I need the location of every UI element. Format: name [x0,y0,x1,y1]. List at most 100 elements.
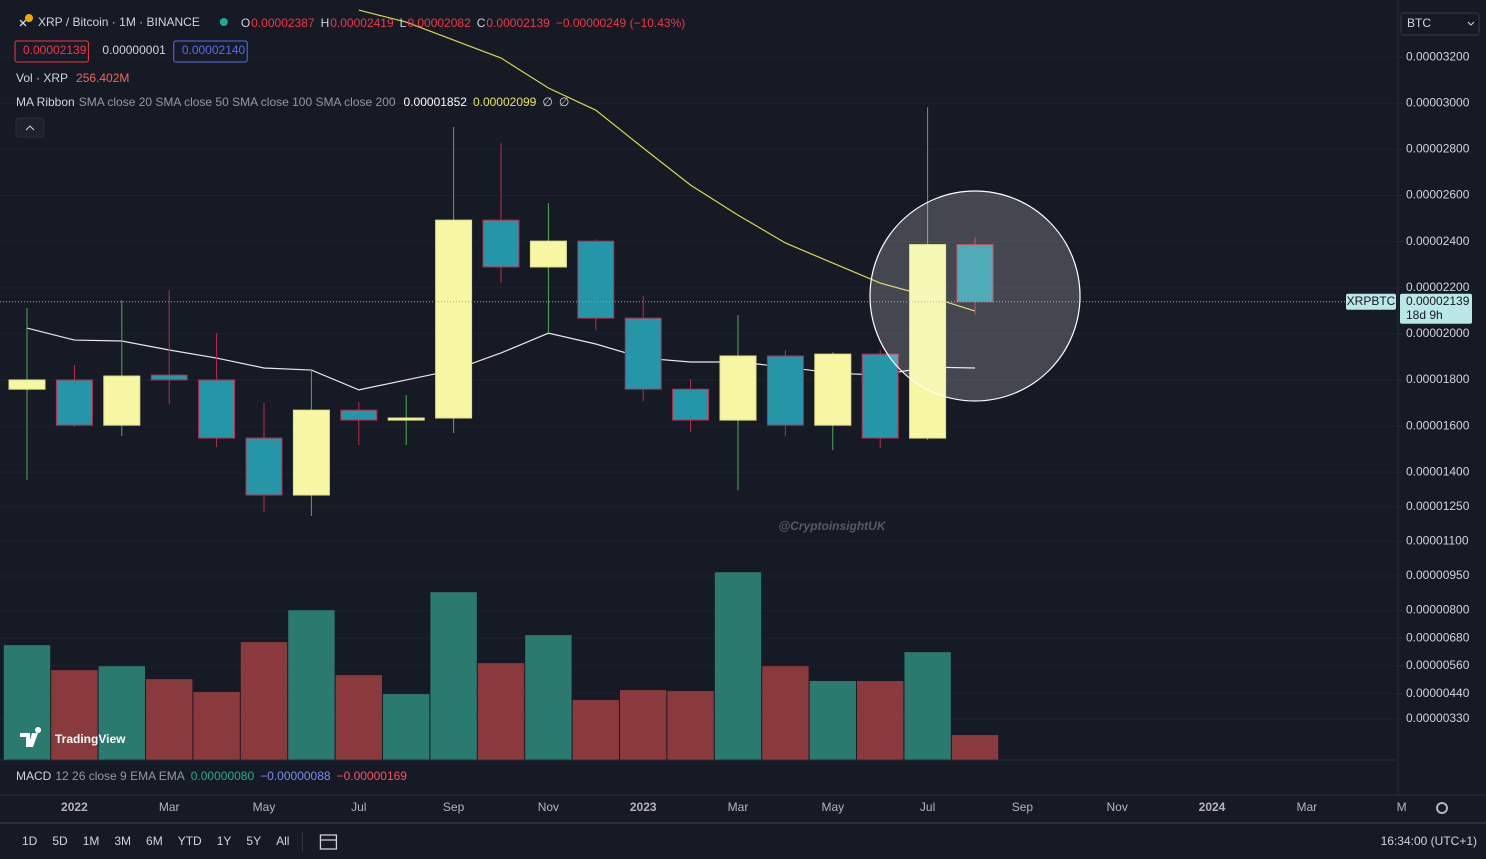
candle-body [909,244,947,439]
symbol-badge [1346,293,1396,310]
volume-bar [146,679,193,760]
volume-bar [904,652,951,760]
volume-bar [477,663,525,760]
volume-bar [240,642,288,760]
volume-bar [335,675,382,760]
y-tick-label: 0.00000680 [1406,630,1470,644]
ohlc-value: 0.00002139 [486,16,550,30]
ohlc-value: 0.00002419 [330,16,394,30]
ohlc-key: O [241,16,250,30]
candle-body [861,353,899,439]
x-tick-label: Jul [351,800,366,814]
ohlc-key: H [321,16,330,30]
y-tick-label: 0.00000560 [1406,658,1470,672]
candle-body [482,219,520,268]
y-tick-label: 0.00003200 [1406,49,1470,63]
candle-body [150,374,188,381]
sell-price-box[interactable] [14,40,89,63]
buy-price: 0.00002140 [182,43,246,57]
x-tick-label: Mar [159,800,180,814]
symbol-icon [19,19,27,27]
symbol-badge-text: XRPBTC [1347,294,1396,308]
candle-body [245,437,283,496]
range-button[interactable]: 3M [114,834,131,848]
y-tick-label: 0.00002200 [1406,280,1470,294]
ohlc-key: C [477,16,486,30]
range-button[interactable]: All [276,834,289,848]
volume-bar [714,572,762,760]
volume-legend-value: 256.402M [76,71,129,85]
candle-body [292,409,330,496]
volume-legend-name: Vol · XRP [16,71,68,85]
volume-bar [762,666,809,760]
volume-bar [620,690,667,760]
range-button[interactable]: 5Y [246,834,261,848]
y-tick-label: 0.00001100 [1406,534,1469,548]
candle-body [814,353,852,426]
candle-body [103,375,141,426]
buy-price-box[interactable] [173,40,248,63]
x-tick-label: 2022 [61,800,88,814]
ma-legend-value: 0.00002099 [473,95,537,109]
ohlc-key: L [400,16,407,30]
volume-bar [667,691,714,760]
y-tick-label: 0.00000800 [1406,603,1470,617]
candle-body [387,417,425,421]
range-button[interactable]: 5D [52,834,68,848]
macd-legend-value: 0.00000080 [191,769,255,783]
candle-body [956,244,994,303]
candle-body [435,219,473,419]
volume-bar [430,592,477,760]
x-tick-label: Nov [538,800,559,814]
clock: 16:34:00 (UTC+1) [1381,834,1477,848]
candle-body [8,379,46,390]
volume-bar [951,735,999,760]
collapse-arrow [25,125,35,131]
x-tick-label: Sep [443,800,465,814]
x-tick-label: Sep [1012,800,1034,814]
watermark: @CryptoinsightUK [778,519,886,533]
ma-legend-value: ∅ [542,95,552,109]
settings-icon[interactable] [1436,802,1448,814]
countdown-text: 18d 9h [1406,308,1443,322]
x-tick-label: 2024 [1199,800,1226,814]
y-tick-label: 0.00000440 [1406,686,1470,700]
volume-bar [857,681,904,760]
x-tick-label: Mar [728,800,749,814]
ma-legend-value: ∅ [559,95,569,109]
y-tick-label: 0.00001400 [1406,464,1470,478]
candle-body [577,240,615,319]
range-button[interactable]: 1M [83,834,100,848]
change-value: −0.00000249 (−10.43%) [556,16,685,30]
symbol-icon-dot [25,14,33,22]
range-button[interactable]: YTD [178,834,202,848]
y-tick-label: 0.00001600 [1406,418,1470,432]
candle-body [198,379,236,439]
price-badge-text: 0.00002139 [1406,294,1470,308]
volume-bar [193,692,240,760]
x-tick-label: 2023 [630,800,657,814]
ma-legend-name: MA Ribbon [16,95,75,109]
ma-legend-params: SMA close 20 SMA close 50 SMA close 100 … [79,95,396,109]
ma-legend-value: 0.00001852 [404,95,468,109]
volume-bar [51,670,98,760]
candle-body [672,388,710,421]
moving-average-line [358,9,976,312]
y-tick-label: 0.00002600 [1406,188,1470,202]
range-button[interactable]: 1D [22,834,38,848]
y-tick-label: 0.00001800 [1406,372,1470,386]
sell-price: 0.00002139 [23,43,87,57]
y-tick-label: 0.00002800 [1406,142,1470,156]
currency-text[interactable]: BTC [1407,16,1431,30]
candle-body [624,317,662,390]
x-tick-label: Nov [1107,800,1128,814]
volume-bar [98,666,145,760]
range-button[interactable]: 1Y [217,834,232,848]
symbol-title: XRP / Bitcoin · 1M · BINANCE [38,15,200,29]
volume-bar [809,681,856,760]
range-button[interactable]: 6M [146,834,163,848]
currency-dropdown[interactable] [1400,12,1480,36]
collapse-button[interactable] [15,117,45,138]
date-range-icon[interactable] [319,834,338,850]
y-tick-label: 0.00002400 [1406,234,1470,248]
